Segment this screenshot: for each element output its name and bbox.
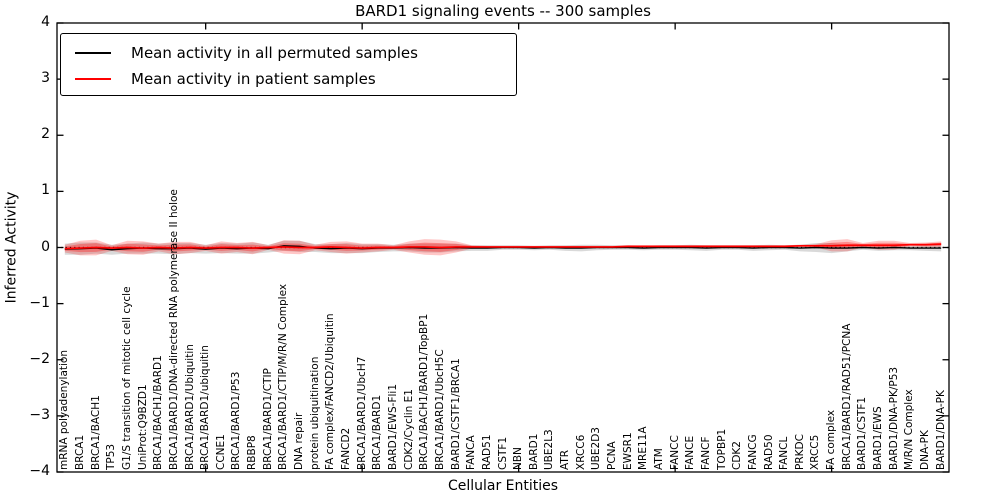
legend: Mean activity in all permuted samples Me…: [60, 33, 517, 96]
x-tick-label: BRCA1/BARD1/DNA-directed RNA polymerase …: [167, 189, 180, 470]
x-tick-label: PCNA: [606, 441, 619, 470]
legend-label-patient: Mean activity in patient samples: [131, 70, 376, 88]
x-tick-label: FANCE: [684, 435, 697, 470]
x-tick-label: BRCA1/BARD1/ubiquitin: [199, 345, 212, 470]
x-tick-label: FA complex/FANCD2/Ubiquitin: [324, 313, 337, 470]
legend-item-permuted: Mean activity in all permuted samples: [61, 40, 516, 66]
x-tick-label: MRE11A: [637, 426, 650, 470]
x-tick-label: mRNA polyadenylation: [58, 349, 71, 470]
x-tick-label: BRCA1/BARD1/RAD51/PCNA: [840, 323, 853, 470]
y-tick-label: 4: [41, 14, 50, 30]
x-tick-label: FANCC: [668, 435, 681, 470]
x-tick-label: PRKDC: [793, 434, 806, 470]
x-tick-label: ATM: [652, 448, 665, 470]
x-tick-label: TOPBP1: [715, 428, 728, 470]
x-tick-label: XRCC5: [809, 434, 822, 470]
x-tick-label: BARD1/CSTF1: [856, 396, 869, 470]
x-tick-label: XRCC6: [574, 434, 587, 470]
x-tick-label: UniProt:Q9BZD1: [136, 384, 149, 470]
y-tick-label: −1: [29, 294, 50, 311]
y-tick-label: −2: [29, 350, 50, 367]
patient-line-swatch: [75, 78, 111, 80]
x-tick-label: BRCA1/BARD1/P53: [230, 371, 243, 470]
y-tick-label: 3: [41, 70, 50, 87]
x-tick-label: protein ubiquitination: [308, 356, 321, 470]
x-tick-label: BARD1/CSTF1/BRCA1: [449, 358, 462, 470]
x-tick-label: FANCF: [699, 436, 712, 470]
x-tick-label: BRCA1/BARD1/CTIP/M/R/N Complex: [277, 283, 290, 470]
x-tick-label: RBBP8: [246, 435, 259, 470]
x-tick-label: BARD1/DNA-PK: [934, 390, 947, 470]
legend-label-permuted: Mean activity in all permuted samples: [131, 44, 418, 62]
y-tick-label: −4: [29, 463, 50, 479]
x-tick-label: BRCA1/BARD1/UbcH5C: [433, 349, 446, 470]
x-tick-label: FANCG: [746, 434, 759, 470]
x-tick-label: BARD1/DNA-PK/P53: [887, 366, 900, 470]
y-tick-label: 2: [41, 126, 50, 143]
x-tick-label: G1/S transition of mitotic cell cycle: [120, 286, 133, 470]
x-tick-label: DNA repair: [293, 412, 306, 470]
x-tick-label: ATR: [559, 449, 572, 470]
x-tick-label: EWSR1: [621, 432, 634, 470]
x-tick-label: FANCL: [778, 436, 791, 470]
y-tick-label: 1: [41, 182, 50, 199]
x-tick-label: BRCA1/BARD1/CTIP: [261, 368, 274, 470]
x-tick-label: TP53: [105, 443, 118, 470]
y-tick-label: 0: [41, 238, 50, 255]
x-tick-label: BARD1: [527, 433, 540, 470]
x-tick-label: BRCA1: [73, 434, 86, 470]
x-tick-label: DNA-PK: [919, 430, 932, 470]
x-tick-label: UBE2D3: [590, 427, 603, 470]
chart-title: BARD1 signaling events -- 300 samples: [355, 2, 651, 20]
x-tick-label: RAD50: [762, 434, 775, 471]
x-tick-label: BRCA1/BARD1/Ubiquitin: [183, 344, 196, 470]
x-tick-label: FA complex: [825, 409, 838, 470]
x-tick-label: CCNE1: [214, 434, 227, 470]
y-tick-label: −3: [29, 406, 50, 423]
x-tick-label: CDK2: [731, 441, 744, 470]
x-tick-label: BRCA1/BARD1/UbcH7: [355, 356, 368, 470]
x-tick-label: FANCD2: [340, 427, 352, 470]
x-tick-label: NBN: [512, 447, 525, 470]
x-tick-label: RAD51: [480, 434, 493, 471]
x-tick-label: M/R/N Complex: [903, 389, 916, 470]
x-tick-label: CDK2/Cyclin E1: [402, 389, 415, 470]
x-tick-label: CSTF1: [496, 436, 509, 470]
x-tick-label: BARD1/EWS: [872, 406, 885, 470]
patient-mean-line: [64, 243, 942, 250]
x-tick-label: BRCA1/BACH1: [89, 395, 102, 470]
legend-item-patient: Mean activity in patient samples: [61, 66, 516, 92]
x-tick-label: BRCA1/BACH1/BARD1/TopBP1: [418, 313, 431, 470]
x-tick-label: BRCA1/BARD1: [371, 394, 384, 470]
x-tick-label: UBE2L3: [543, 429, 556, 470]
x-tick-label: BRCA1/BACH1/BARD1: [152, 355, 165, 470]
permuted-line-swatch: [75, 52, 111, 54]
x-tick-label: FANCA: [465, 435, 478, 470]
x-axis-label: Cellular Entities: [447, 478, 559, 494]
x-tick-label: BARD1/EWS-Fli1: [386, 383, 399, 470]
